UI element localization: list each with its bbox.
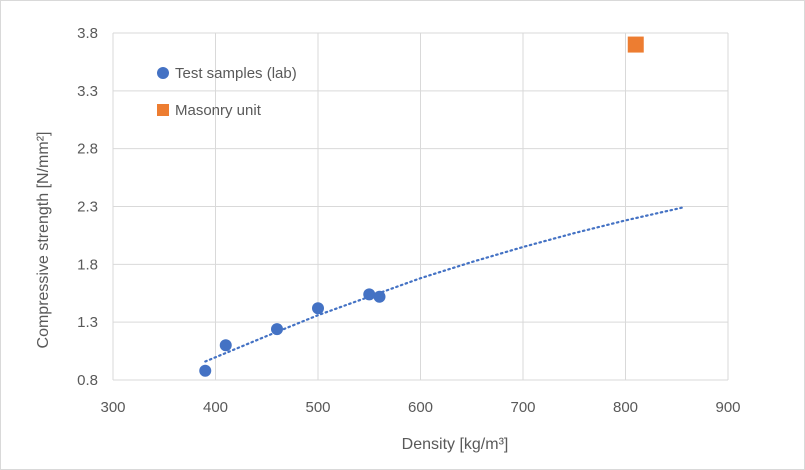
trendline <box>204 206 684 363</box>
x-tick-label: 300 <box>100 399 125 416</box>
data-points-layer <box>199 36 644 377</box>
x-tick-label: 900 <box>715 399 740 416</box>
x-tick-label: 500 <box>305 399 330 416</box>
test-sample-point <box>271 323 283 336</box>
y-tick-labels: 0.8 1.3 1.8 2.3 2.8 3.3 3.8 <box>77 25 98 389</box>
x-axis-title: Density [kg/m³] <box>402 436 509 453</box>
y-tick-label: 1.8 <box>77 256 98 273</box>
test-sample-point <box>312 302 324 315</box>
x-tick-label: 400 <box>203 399 228 416</box>
masonry-unit-point <box>627 36 644 53</box>
y-tick-label: 2.8 <box>77 141 98 158</box>
y-axis-title: Compressive strength [N/mm²] <box>35 132 52 349</box>
y-tick-label: 0.8 <box>77 372 98 389</box>
y-tick-label: 1.3 <box>77 314 98 331</box>
x-tick-label: 700 <box>510 399 535 416</box>
test-sample-point <box>363 288 376 301</box>
test-sample-point <box>373 290 386 303</box>
x-tick-label: 600 <box>408 399 433 416</box>
trendline-layer <box>204 206 684 363</box>
legend: Test samples (lab) Masonry unit <box>157 65 297 119</box>
legend-label: Masonry unit <box>175 102 262 119</box>
legend-circle-icon <box>157 67 169 79</box>
x-tick-label: 800 <box>613 399 638 416</box>
test-sample-point <box>219 339 232 352</box>
gridlines <box>112 32 729 381</box>
y-tick-label: 3.3 <box>77 83 98 100</box>
y-tick-label: 3.8 <box>77 25 98 42</box>
x-tick-labels: 300 400 500 600 700 800 900 <box>100 399 740 416</box>
test-sample-point <box>199 364 212 377</box>
legend-label: Test samples (lab) <box>175 65 297 82</box>
y-tick-label: 2.3 <box>77 199 98 216</box>
legend-square-icon <box>157 104 169 116</box>
